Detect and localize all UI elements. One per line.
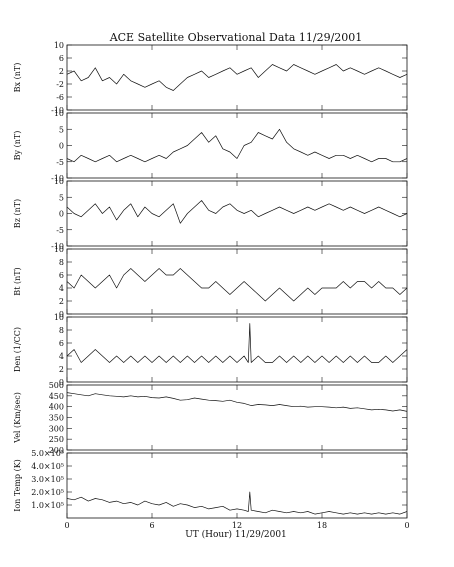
y-tick-label: -10 <box>51 174 64 183</box>
panel-frame <box>66 316 408 383</box>
series-line-den <box>66 323 408 363</box>
y-axis-label: Vel (Km/sec) <box>13 392 22 444</box>
series-line-bt <box>66 268 408 302</box>
panel-bz: -10 -5 0 5 10 Bz (nT) <box>13 177 408 251</box>
series-line-temp <box>66 491 408 515</box>
y-tick-label: 300 <box>49 424 64 433</box>
panel-temp: 1.0×10⁵ 2.0×10⁵ 3.0×10⁵ 4.0×10⁵ 5.0×10⁵ 0 6 12 1… <box>13 449 410 530</box>
y-tick-label: 0 <box>59 210 64 219</box>
figure-title: ACE Satellite Observational Data 11/29/2… <box>109 31 363 44</box>
x-tick-label: 12 <box>232 521 242 530</box>
y-axis-label: Bx (nT) <box>13 63 22 93</box>
y-tick-label: 2 <box>59 365 64 374</box>
y-axis-label: Den (1/CC) <box>13 327 22 372</box>
y-tick-label: 4.0×10⁵ <box>31 462 64 471</box>
x-tick-label: 18 <box>317 521 327 530</box>
y-axis-label: Ion Temp (K) <box>13 459 22 512</box>
y-tick-label: 3.0×10⁵ <box>31 475 64 484</box>
panel-frame <box>66 248 408 315</box>
y-tick-label: 10 <box>54 109 64 118</box>
y-tick-label: 4 <box>59 284 64 293</box>
y-tick-label: 0 <box>59 142 64 151</box>
y-tick-label: 10 <box>54 313 64 322</box>
panel-by: -10 -5 0 5 10 By (nT) <box>13 109 408 183</box>
panel-bt: 0 2 4 6 8 10 Bt (nT) <box>13 245 408 319</box>
y-tick-label: 2 <box>59 67 64 76</box>
y-tick-label: 10 <box>54 245 64 254</box>
y-tick-label: 0 <box>59 310 64 319</box>
panel-frame <box>66 384 408 451</box>
y-tick-label: -10 <box>51 106 64 115</box>
y-tick-label: 350 <box>49 414 64 423</box>
x-tick-label: 6 <box>149 521 154 530</box>
y-tick-label: 5.0×10⁵ <box>31 449 64 458</box>
y-tick-label: 500 <box>49 381 64 390</box>
panel-frame <box>66 452 408 519</box>
y-tick-label: 6 <box>59 54 64 63</box>
y-tick-label: 400 <box>49 403 64 412</box>
y-tick-label: -2 <box>56 80 64 89</box>
panel-den: 0 2 4 6 8 10 Den (1/CC) <box>13 313 408 387</box>
x-tick-label: 0 <box>404 521 409 530</box>
y-tick-label: -6 <box>56 93 64 102</box>
y-tick-label: 0 <box>59 378 64 387</box>
panel-frame <box>66 44 408 111</box>
y-tick-label: -5 <box>56 226 64 235</box>
x-axis-label: UT (Hour) 11/29/2001 <box>185 529 287 540</box>
y-tick-label: 4 <box>59 352 64 361</box>
series-line-vel <box>66 392 408 412</box>
y-axis-label: Bt (nT) <box>13 267 22 295</box>
y-tick-label: 8 <box>59 326 64 335</box>
y-tick-label: 200 <box>49 446 64 455</box>
y-tick-label: 5 <box>59 193 64 202</box>
y-tick-label: 450 <box>49 392 64 401</box>
y-tick-label: 6 <box>59 339 64 348</box>
x-tick-label: 0 <box>64 521 69 530</box>
y-tick-label: -10 <box>51 242 64 251</box>
series-line-by <box>66 128 408 163</box>
y-tick-label: 10 <box>54 41 64 50</box>
series-line-bx <box>66 64 408 91</box>
y-tick-label: 1.0×10⁵ <box>31 501 64 510</box>
panel-frame <box>66 112 408 179</box>
y-tick-label: 10 <box>54 177 64 186</box>
y-tick-label: 250 <box>49 435 64 444</box>
y-tick-label: 6 <box>59 271 64 280</box>
panel-bx: -10 -6 -2 2 6 10 Bx (nT) <box>13 41 408 115</box>
y-axis-label: Bz (nT) <box>13 199 22 228</box>
y-axis-label: By (nT) <box>13 131 22 161</box>
panel-frame <box>66 180 408 247</box>
y-tick-label: -5 <box>56 158 64 167</box>
y-tick-label: 2 <box>59 297 64 306</box>
y-tick-label: 8 <box>59 258 64 267</box>
series-line-bz <box>66 200 408 224</box>
y-tick-label: 2.0×10⁵ <box>31 488 64 497</box>
y-tick-label: 5 <box>59 125 64 134</box>
